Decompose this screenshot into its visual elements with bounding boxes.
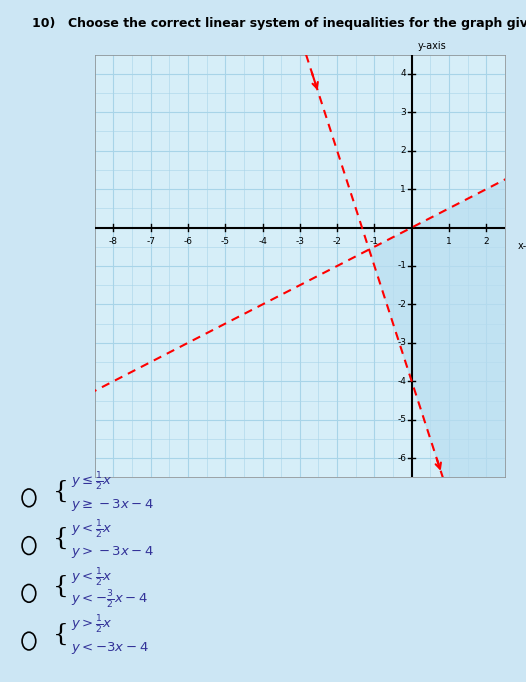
Text: -2: -2 — [332, 237, 341, 246]
Text: $y < -3x - 4$: $y < -3x - 4$ — [71, 640, 149, 656]
Text: $y > \frac{1}{2}x$: $y > \frac{1}{2}x$ — [71, 614, 113, 636]
Text: $y < \frac{1}{2}x$: $y < \frac{1}{2}x$ — [71, 519, 113, 541]
Text: $y < \frac{1}{2}x$: $y < \frac{1}{2}x$ — [71, 567, 113, 589]
Text: $y < -\frac{3}{2}x - 4$: $y < -\frac{3}{2}x - 4$ — [71, 589, 148, 611]
Text: {: { — [53, 623, 68, 646]
Text: -1: -1 — [397, 261, 406, 271]
Text: 4: 4 — [400, 70, 406, 78]
Text: x-axis: x-axis — [518, 241, 526, 251]
Text: 2: 2 — [483, 237, 489, 246]
Text: -5: -5 — [397, 415, 406, 424]
Text: $y \geq -3x - 4$: $y \geq -3x - 4$ — [71, 496, 154, 513]
Text: 10): 10) — [32, 17, 59, 30]
Text: -6: -6 — [184, 237, 193, 246]
Text: -2: -2 — [397, 300, 406, 309]
Text: -4: -4 — [397, 376, 406, 386]
Text: -4: -4 — [258, 237, 267, 246]
Text: -5: -5 — [221, 237, 230, 246]
Text: 1: 1 — [446, 237, 452, 246]
Text: Choose the correct linear system of inequalities for the graph given.: Choose the correct linear system of ineq… — [68, 17, 526, 30]
Text: -1: -1 — [370, 237, 379, 246]
Text: 1: 1 — [400, 185, 406, 194]
Text: -7: -7 — [146, 237, 155, 246]
Text: {: { — [53, 479, 68, 503]
Text: y-axis: y-axis — [417, 41, 446, 51]
Text: -6: -6 — [397, 454, 406, 462]
Text: $y > -3x - 4$: $y > -3x - 4$ — [71, 544, 154, 561]
Text: -3: -3 — [397, 338, 406, 347]
Text: -8: -8 — [109, 237, 118, 246]
Text: 2: 2 — [400, 146, 406, 155]
Text: -3: -3 — [295, 237, 305, 246]
Text: $y \leq \frac{1}{2}x$: $y \leq \frac{1}{2}x$ — [71, 471, 113, 493]
Text: 3: 3 — [400, 108, 406, 117]
Text: {: { — [53, 575, 68, 598]
Text: {: { — [53, 527, 68, 550]
